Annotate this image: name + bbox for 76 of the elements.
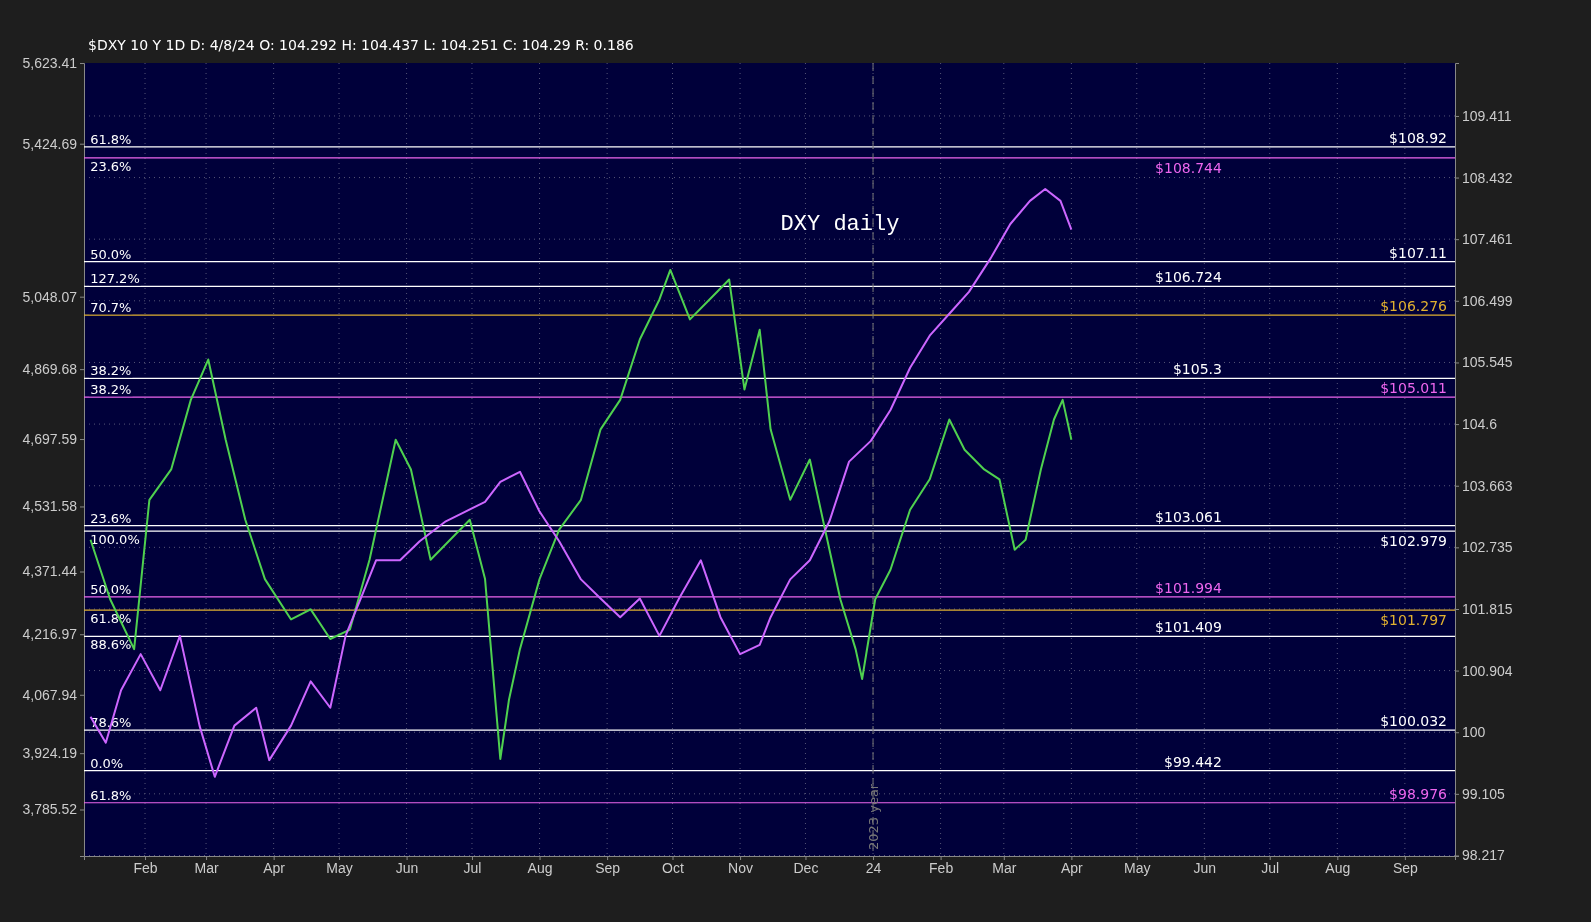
x-tick-label: Nov bbox=[728, 859, 754, 876]
y-tick-label: 100 bbox=[1462, 724, 1486, 741]
ref-line-label: $106.724 bbox=[1155, 269, 1223, 286]
y-tick-label: 106.499 bbox=[1462, 292, 1513, 309]
y2-tick-label: 4,067.94 bbox=[22, 686, 78, 703]
ref-line-label: $101.409 bbox=[1155, 619, 1222, 636]
x-tick-label: Feb bbox=[133, 859, 158, 876]
ref-line-label: $108.92 bbox=[1389, 129, 1447, 146]
ref-line-label: $106.276 bbox=[1380, 298, 1448, 315]
ref-line-label: $101.994 bbox=[1155, 579, 1223, 596]
y-tick-label: 103.663 bbox=[1462, 477, 1513, 494]
chart-subtitle: $DXY 10 Y 1D D: 4/8/24 O: 104.292 H: 104.437 L: 104.251 C: 104.29 R: 0.186 bbox=[88, 37, 634, 53]
y2-tick-label: 4,869.68 bbox=[22, 361, 78, 378]
ref-line-label: $107.11 bbox=[1389, 244, 1447, 261]
ref-line-label: $101.797 bbox=[1380, 612, 1447, 629]
y-tick-label: 107.461 bbox=[1462, 231, 1513, 248]
ref-line-label: $100.032 bbox=[1380, 713, 1447, 730]
ref-line-label: $105.011 bbox=[1380, 380, 1447, 397]
x-tick-label: Sep bbox=[595, 859, 621, 876]
x-tick-label: Oct bbox=[662, 859, 684, 876]
annotation: 61.8% bbox=[90, 787, 132, 803]
x-tick-label: Aug bbox=[527, 859, 553, 876]
annotation: 38.2% bbox=[90, 382, 132, 398]
y-tick-label: 99.105 bbox=[1462, 785, 1506, 802]
x-tick-label: Feb bbox=[929, 859, 954, 876]
y-tick-label: 100.904 bbox=[1462, 662, 1513, 679]
x-tick-label: Mar bbox=[194, 859, 219, 876]
line-series bbox=[89, 268, 1073, 761]
y-tick-label: 109.411 bbox=[1462, 107, 1512, 124]
x-tick-label: May bbox=[1124, 859, 1151, 876]
annotation: 38.2% bbox=[90, 363, 132, 379]
y2-tick-label: 3,924.19 bbox=[22, 745, 78, 762]
ref-line-label: $108.744 bbox=[1155, 159, 1223, 176]
text: DXY daily bbox=[780, 212, 900, 237]
annotation: 127.2% bbox=[90, 271, 140, 287]
annotation: 70.7% bbox=[90, 300, 132, 316]
x-tick-label: Jun bbox=[1193, 859, 1217, 876]
ref-line-label: $103.061 bbox=[1155, 508, 1222, 525]
annotation: 50.0% bbox=[90, 246, 132, 262]
x-tick-label: Jul bbox=[1261, 859, 1280, 876]
annotation: 23.6% bbox=[90, 158, 132, 174]
y-tick-label: 98.217 bbox=[1462, 847, 1506, 864]
y-tick-label: 101.815 bbox=[1462, 600, 1513, 617]
ref-line-label: 2023 year bbox=[866, 783, 882, 850]
y-tick-label: 105.545 bbox=[1462, 354, 1513, 371]
x-tick-label: Apr bbox=[1060, 859, 1084, 876]
annotation: 23.6% bbox=[90, 510, 132, 526]
x-tick-label: Sep bbox=[1392, 859, 1419, 876]
y2-tick-label: 5,424.69 bbox=[22, 135, 78, 152]
ref-line-label: $98.976 bbox=[1389, 785, 1448, 802]
ref-line-label: $102.979 bbox=[1380, 533, 1447, 550]
annotation: 100.0% bbox=[90, 532, 140, 548]
x-tick-label: Jul bbox=[463, 859, 482, 876]
y2-tick-label: 3,785.52 bbox=[22, 801, 78, 818]
x-tick-label: Mar bbox=[992, 859, 1017, 876]
x-tick-label: 24 bbox=[865, 859, 882, 876]
x-tick-label: Aug bbox=[1325, 859, 1351, 876]
annotation: 88.6% bbox=[90, 637, 132, 653]
x-tick-label: Apr bbox=[263, 859, 286, 876]
y2-tick-label: 5,623.41 bbox=[22, 54, 78, 71]
y-tick-label: 104.6 bbox=[1462, 416, 1498, 433]
y2-tick-label: 4,371.44 bbox=[22, 563, 78, 580]
annotation: 0.0% bbox=[90, 755, 124, 771]
x-tick-label: Jun bbox=[395, 859, 419, 876]
y2-tick-label: 4,216.97 bbox=[22, 626, 78, 643]
ref-line-label: $105.3 bbox=[1172, 361, 1222, 378]
y-tick-label: 108.432 bbox=[1462, 169, 1513, 186]
x-tick-label: Dec bbox=[793, 859, 819, 876]
x-tick-label: May bbox=[326, 859, 353, 876]
line-series bbox=[89, 188, 1073, 778]
y2-tick-label: 4,531.58 bbox=[22, 498, 78, 515]
annotation: 61.8% bbox=[90, 131, 132, 147]
ref-line-label: $99.442 bbox=[1164, 753, 1222, 770]
y-tick-label: 102.735 bbox=[1462, 539, 1513, 556]
y2-tick-label: 5,048.07 bbox=[22, 288, 78, 305]
y2-tick-label: 4,697.59 bbox=[22, 431, 78, 448]
